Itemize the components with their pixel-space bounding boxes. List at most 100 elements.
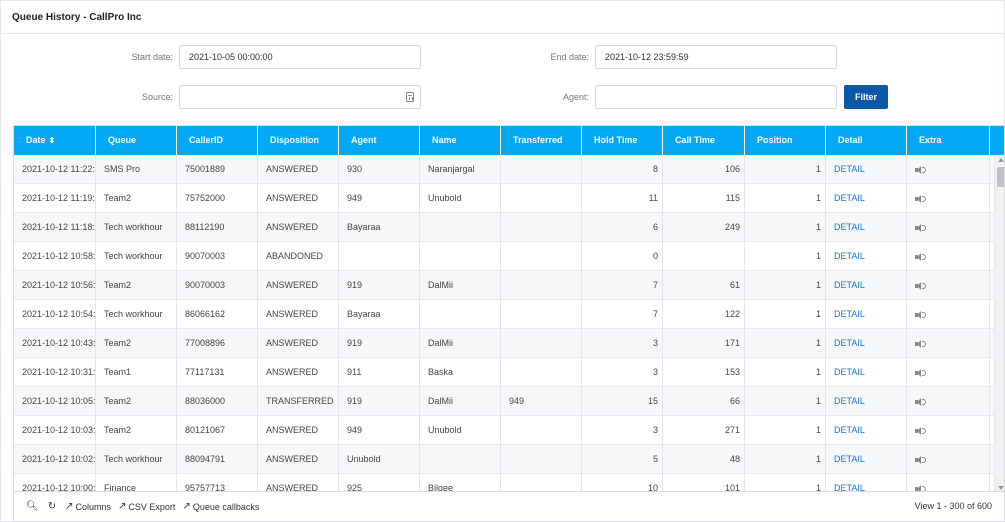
panel-header: Queue History - CallPro Inc <box>1 1 1004 34</box>
column-header-label: Extra <box>919 135 942 145</box>
play-recording-cell[interactable] <box>907 213 990 242</box>
table-row[interactable]: 2021-10-12 10:00:4 Finance 95757713 ANSWERE… <box>14 474 994 491</box>
table-row[interactable]: 2021-10-12 10:05:5 Team2 88036000 TRANSFERR… <box>14 387 994 416</box>
start-date-field[interactable] <box>179 45 421 69</box>
table-row[interactable]: 2021-10-12 10:31:3 Team1 77117131 ANSWERED 9… <box>14 358 994 387</box>
cell-transferred <box>501 184 582 213</box>
cell-transferred <box>501 271 582 300</box>
table-row[interactable]: 2021-10-12 11:19:0 Team2 75752000 ANSWERED 9… <box>14 184 994 213</box>
table-row[interactable]: 2021-10-12 10:03:4 Team2 80121067 ANSWERED 9… <box>14 416 994 445</box>
start-date-input[interactable] <box>189 46 411 68</box>
agent-label: Agent: <box>562 92 589 102</box>
detail-link[interactable]: DETAIL <box>826 416 907 445</box>
cell-callerid: 86066162 <box>177 300 258 329</box>
column-header-date[interactable]: Date ⬍ <box>14 126 96 155</box>
column-header-agent[interactable]: Agent <box>339 126 420 155</box>
speaker-icon[interactable] <box>915 426 926 436</box>
refresh-button[interactable]: ↻ <box>48 501 58 512</box>
cell-agent: 930 <box>339 155 420 184</box>
column-header-position[interactable]: Position <box>745 126 826 155</box>
speaker-icon[interactable] <box>915 397 926 407</box>
agent-input[interactable] <box>605 86 827 108</box>
cell-agent: 919 <box>339 329 420 358</box>
play-recording-cell[interactable] <box>907 271 990 300</box>
columns-label: Columns <box>75 501 111 512</box>
column-header-name[interactable]: Name <box>420 126 501 155</box>
table-row[interactable]: 2021-10-12 10:43:3 Team2 77008896 ANSWERED 9… <box>14 329 994 358</box>
column-header-label: Transferred <box>513 135 563 145</box>
speaker-icon[interactable] <box>915 310 926 320</box>
agent-field[interactable] <box>595 85 837 109</box>
detail-link[interactable]: DETAIL <box>826 445 907 474</box>
detail-link[interactable]: DETAIL <box>826 155 907 184</box>
column-header-detail[interactable]: Detail <box>826 126 907 155</box>
calendar-icon[interactable] <box>406 92 414 102</box>
csv-export-button[interactable]: ↗ CSV Export <box>118 501 175 512</box>
play-recording-cell[interactable] <box>907 329 990 358</box>
cell-date: 2021-10-12 10:58:0 <box>14 242 96 271</box>
column-header-extra[interactable]: Extra <box>907 126 990 155</box>
search-button[interactable]: 🔍︎ <box>26 501 41 512</box>
play-recording-cell[interactable] <box>907 155 990 184</box>
play-recording-cell[interactable] <box>907 300 990 329</box>
speaker-icon[interactable] <box>915 165 926 175</box>
cell-position: 1 <box>745 358 826 387</box>
speaker-icon[interactable] <box>915 281 926 291</box>
speaker-icon[interactable] <box>915 484 926 491</box>
table-row[interactable]: 2021-10-12 10:54:1 Tech workhour 86066162 A… <box>14 300 994 329</box>
end-date-input[interactable] <box>605 46 827 68</box>
refresh-icon: ↻ <box>47 501 57 512</box>
play-recording-cell[interactable] <box>907 387 990 416</box>
cell-callerid: 88094791 <box>177 445 258 474</box>
scroll-down-icon[interactable] <box>998 486 1004 490</box>
source-field[interactable] <box>179 85 421 109</box>
speaker-icon[interactable] <box>915 194 926 204</box>
queue-callbacks-button[interactable]: ↗ Queue callbacks <box>182 501 259 512</box>
speaker-icon[interactable] <box>915 223 926 233</box>
cell-callerid: 75001889 <box>177 155 258 184</box>
detail-link[interactable]: DETAIL <box>826 271 907 300</box>
cell-transferred <box>501 155 582 184</box>
cell-queue: Finance <box>96 474 177 491</box>
play-recording-cell[interactable] <box>907 184 990 213</box>
filter-button[interactable]: Filter <box>844 85 888 109</box>
sort-icon[interactable]: ⬍ <box>48 136 56 145</box>
play-recording-cell[interactable] <box>907 358 990 387</box>
speaker-icon[interactable] <box>915 339 926 349</box>
detail-link[interactable]: DETAIL <box>826 387 907 416</box>
scroll-up-icon[interactable] <box>998 158 1004 162</box>
play-recording-cell[interactable] <box>907 416 990 445</box>
column-header-queue[interactable]: Queue <box>96 126 177 155</box>
end-date-field[interactable] <box>595 45 837 69</box>
detail-link[interactable]: DETAIL <box>826 242 907 271</box>
detail-link[interactable]: DETAIL <box>826 329 907 358</box>
speaker-icon[interactable] <box>915 252 926 262</box>
table-body: 2021-10-12 11:22:5 SMS Pro 75001889 ANSWERE… <box>14 155 994 491</box>
speaker-icon[interactable] <box>915 455 926 465</box>
table-row[interactable]: 2021-10-12 10:56:5 Team2 90070003 ANSWERED 9… <box>14 271 994 300</box>
vertical-scrollbar[interactable] <box>994 155 1004 491</box>
table-row[interactable]: 2021-10-12 10:02:0 Tech workhour 88094791 A… <box>14 445 994 474</box>
cell-hold: 15 <box>582 387 663 416</box>
detail-link[interactable]: DETAIL <box>826 213 907 242</box>
table-row[interactable]: 2021-10-12 11:22:5 SMS Pro 75001889 ANSWERE… <box>14 155 994 184</box>
play-recording-cell[interactable] <box>907 242 990 271</box>
columns-button[interactable]: ↗ Columns <box>65 501 111 512</box>
detail-link[interactable]: DETAIL <box>826 184 907 213</box>
scroll-thumb[interactable] <box>997 167 1004 187</box>
detail-link[interactable]: DETAIL <box>826 358 907 387</box>
column-header-hold[interactable]: Hold Time <box>582 126 663 155</box>
column-header-transferred[interactable]: Transferred <box>501 126 582 155</box>
table-row[interactable]: 2021-10-12 10:58:0 Tech workhour 90070003 A… <box>14 242 994 271</box>
play-recording-cell[interactable] <box>907 445 990 474</box>
column-header-call[interactable]: Call Time <box>663 126 745 155</box>
column-header-disposition[interactable]: Disposition <box>258 126 339 155</box>
detail-link[interactable]: DETAIL <box>826 474 907 491</box>
cell-call: 171 <box>663 329 745 358</box>
table-row[interactable]: 2021-10-12 11:18:2 Tech workhour 88112190 A… <box>14 213 994 242</box>
speaker-icon[interactable] <box>915 368 926 378</box>
play-recording-cell[interactable] <box>907 474 990 491</box>
source-input[interactable] <box>189 86 411 108</box>
column-header-callerid[interactable]: CallerID <box>177 126 258 155</box>
detail-link[interactable]: DETAIL <box>826 300 907 329</box>
